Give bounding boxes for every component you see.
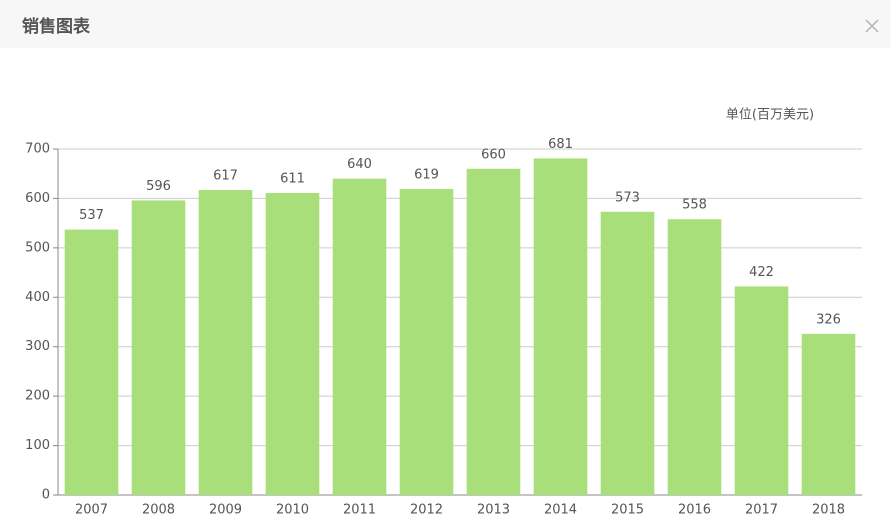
modal-header: 销售图表 [0,0,891,48]
bar [734,286,789,495]
value-label: 326 [816,312,841,327]
bar [64,229,119,495]
unit-label: 单位(百万美元) [726,108,814,123]
value-label: 596 [146,179,171,194]
y-tick-label: 100 [25,438,50,453]
value-label: 617 [213,169,238,184]
value-label: 537 [79,208,104,223]
x-tick-label: 2011 [343,503,376,518]
y-tick-label: 600 [25,191,50,206]
y-tick-label: 500 [25,240,50,255]
x-tick-label: 2015 [611,503,644,518]
bar [466,168,521,495]
x-tick-label: 2007 [75,503,108,518]
x-tick-label: 2010 [276,503,309,518]
bar [265,192,320,495]
x-tick-label: 2014 [544,503,577,518]
chart: 单位(百万美元) 0 100 200 300 400 500 600 700 2007 537 20… [25,108,862,518]
y-tick-label: 200 [25,389,50,404]
x-tick-label: 2008 [142,503,175,518]
bar [600,211,655,495]
y-tick-label: 700 [25,142,50,157]
bar [399,189,454,495]
modal-title: 销售图表 [22,17,90,37]
value-label: 558 [682,198,707,213]
value-label: 619 [414,168,439,183]
x-tick-label: 2018 [812,503,845,518]
y-tick-label: 300 [25,339,50,354]
x-tick-label: 2012 [410,503,443,518]
x-tick-label: 2016 [678,503,711,518]
y-tick-label: 0 [42,488,50,503]
bar [332,178,387,495]
value-label: 422 [749,265,774,280]
value-label: 660 [481,147,506,162]
bar [667,219,722,495]
x-tick-label: 2009 [209,503,242,518]
value-label: 611 [280,171,305,186]
value-label: 681 [548,137,573,152]
value-label: 640 [347,157,372,172]
value-label: 573 [615,190,640,205]
x-tick-label: 2017 [745,503,778,518]
bar [533,158,588,495]
y-tick-label: 400 [25,290,50,305]
bar [801,333,856,495]
bar [198,190,253,496]
bar [131,200,186,496]
close-button[interactable] [865,19,879,33]
x-tick-label: 2013 [477,503,510,518]
